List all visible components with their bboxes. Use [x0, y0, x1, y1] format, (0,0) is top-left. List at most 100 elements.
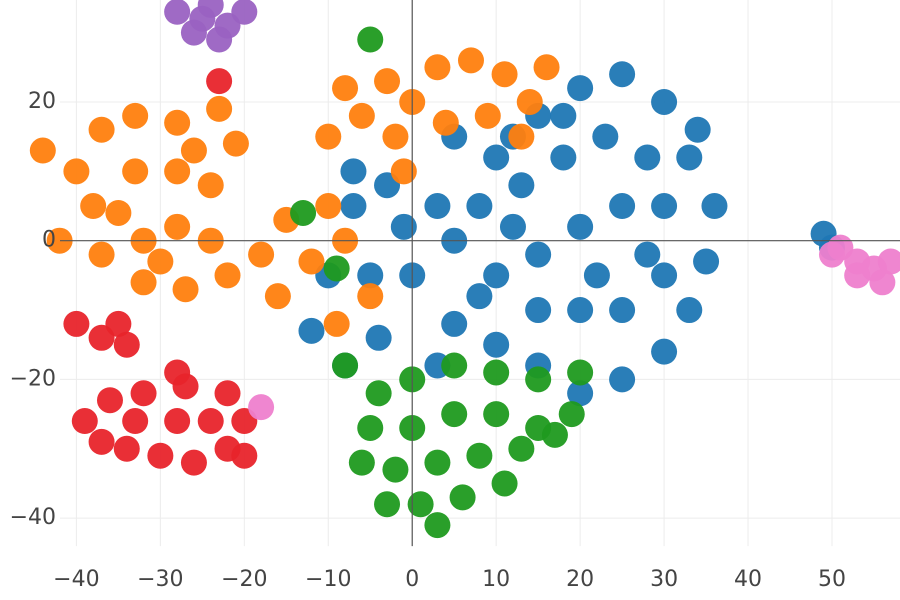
point — [609, 61, 636, 88]
point — [130, 269, 157, 296]
x-tick-label: 30 — [650, 567, 678, 592]
tick-labels: −40 −30 −20 −10 0 10 20 30 40 50 −40 −20 0 20 — [10, 89, 846, 592]
points — [29, 0, 900, 539]
point — [583, 262, 610, 289]
point — [214, 262, 241, 289]
point — [567, 213, 594, 240]
point — [567, 75, 594, 102]
point — [701, 193, 728, 220]
point — [676, 144, 703, 171]
point — [592, 123, 619, 150]
point — [374, 491, 401, 518]
point — [466, 283, 493, 310]
x-tick-label: −30 — [137, 567, 183, 592]
point — [567, 380, 594, 407]
point — [550, 144, 577, 171]
point — [558, 401, 585, 428]
point — [651, 193, 678, 220]
point — [483, 401, 510, 428]
y-tick-label: −20 — [10, 366, 56, 391]
point — [298, 248, 325, 275]
point — [180, 137, 207, 164]
point — [651, 338, 678, 365]
point — [390, 213, 417, 240]
axes — [60, 0, 900, 547]
point — [609, 366, 636, 393]
point — [63, 158, 90, 185]
point — [466, 442, 493, 469]
point — [105, 310, 132, 337]
point — [122, 408, 149, 435]
point — [348, 102, 375, 129]
x-tick-label: 0 — [405, 567, 419, 592]
point — [206, 95, 233, 122]
point — [676, 297, 703, 324]
x-tick-label: 50 — [818, 567, 846, 592]
point — [634, 144, 661, 171]
point — [491, 61, 518, 88]
point — [88, 428, 115, 455]
point — [491, 470, 518, 497]
point — [357, 283, 384, 310]
point — [130, 380, 157, 407]
point — [164, 0, 191, 25]
point — [457, 47, 484, 74]
point — [222, 130, 249, 157]
point — [323, 310, 350, 337]
point — [424, 193, 451, 220]
point — [609, 193, 636, 220]
point — [441, 401, 468, 428]
point — [29, 137, 56, 164]
point — [693, 248, 720, 275]
point — [105, 199, 132, 226]
point — [164, 109, 191, 136]
y-tick-label: −40 — [10, 505, 56, 530]
point — [567, 359, 594, 386]
point — [147, 442, 174, 469]
point — [508, 172, 535, 199]
point — [508, 123, 535, 150]
point — [483, 359, 510, 386]
point — [525, 366, 552, 393]
point — [483, 262, 510, 289]
point — [122, 102, 149, 129]
x-tick-label: 20 — [566, 567, 594, 592]
point — [499, 213, 526, 240]
point — [533, 54, 560, 81]
point — [407, 491, 434, 518]
point — [374, 68, 401, 95]
point — [71, 408, 98, 435]
point — [483, 331, 510, 358]
point — [432, 109, 459, 136]
point — [180, 449, 207, 476]
point — [877, 248, 900, 275]
point — [466, 193, 493, 220]
point — [164, 408, 191, 435]
x-tick-label: −10 — [305, 567, 351, 592]
point — [113, 331, 140, 358]
point — [365, 324, 392, 351]
point — [651, 88, 678, 115]
point — [63, 310, 90, 337]
point — [197, 0, 224, 18]
point — [180, 19, 207, 46]
point — [424, 54, 451, 81]
point — [869, 269, 896, 296]
point — [516, 88, 543, 115]
point — [332, 75, 359, 102]
point — [818, 241, 845, 268]
point — [113, 435, 140, 462]
point — [332, 352, 359, 379]
point — [357, 414, 384, 441]
x-tick-label: 10 — [482, 567, 510, 592]
point — [382, 456, 409, 483]
x-tick-label: −40 — [53, 567, 99, 592]
point — [80, 193, 107, 220]
point — [550, 102, 577, 129]
point — [122, 158, 149, 185]
y-tick-label: 20 — [28, 89, 56, 114]
point — [214, 380, 241, 407]
point — [365, 380, 392, 407]
point — [298, 317, 325, 344]
